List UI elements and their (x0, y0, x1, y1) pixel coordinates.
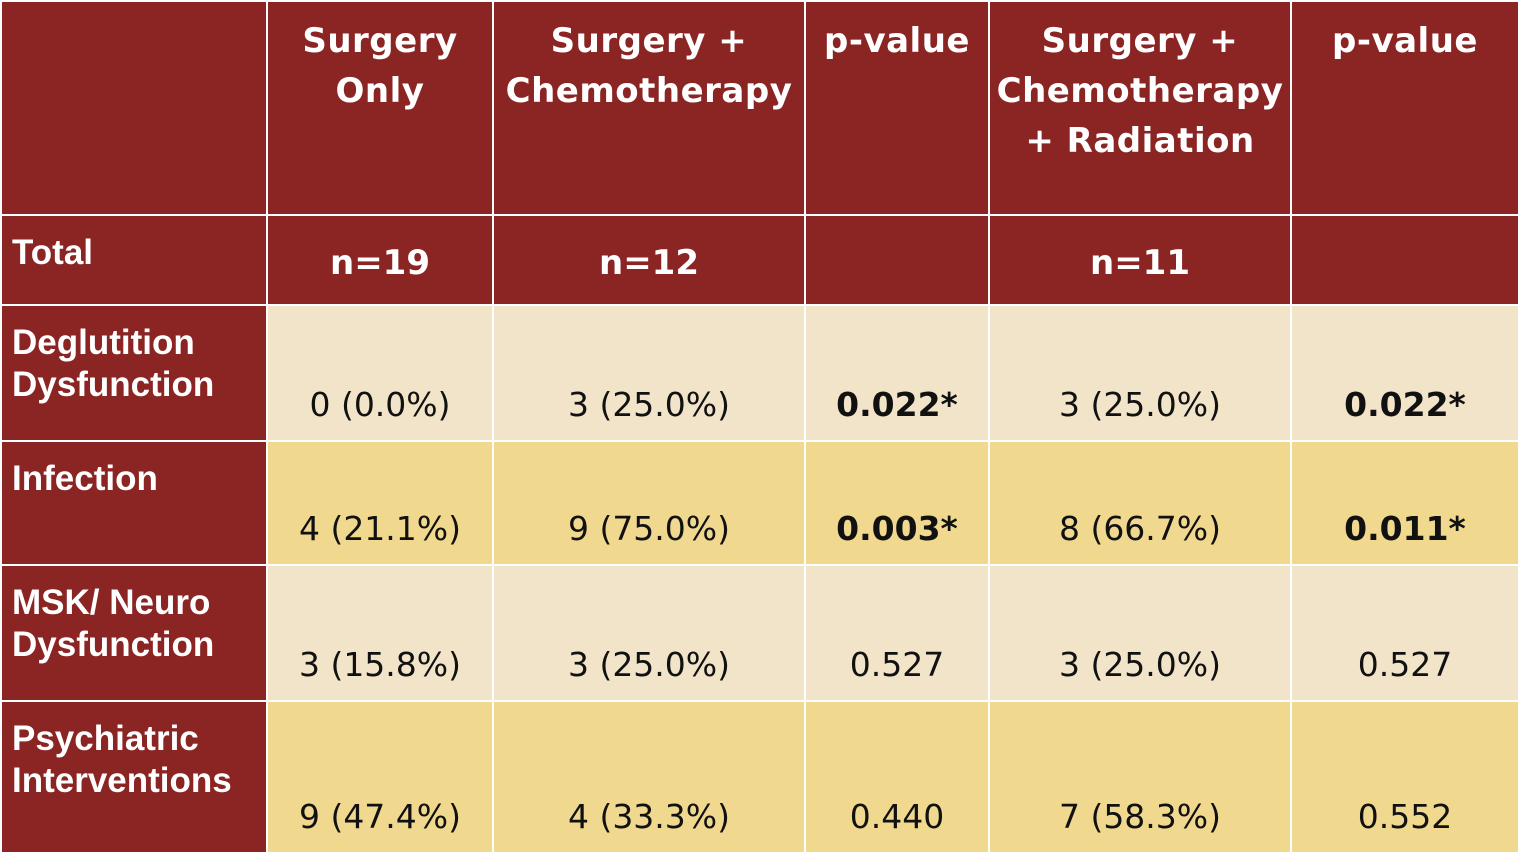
total-p-value-1 (804, 214, 990, 306)
total-surgery-chemo-radiation: n=11 (988, 214, 1292, 306)
header-surgery-only: Surgery Only (266, 0, 494, 216)
table-row-infection: Infection 4 (21.1%) 9 (75.0%) 0.003* 8 (… (0, 440, 1518, 566)
p-value-cell: 0.527 (804, 564, 990, 702)
table-cell: 4 (21.1%) (266, 440, 494, 566)
header-p-value-2: p-value (1290, 0, 1518, 216)
header-row: Surgery Only Surgery + Chemotherapy p-va… (0, 0, 1518, 216)
row-label-msk-neuro: MSK/ Neuro Dysfunction (0, 564, 268, 702)
table-cell: 9 (75.0%) (492, 440, 806, 566)
table-cell: 3 (25.0%) (492, 304, 806, 442)
row-label-psychiatric: Psychiatric Interventions (0, 700, 268, 854)
p-value-cell: 0.011* (1290, 440, 1518, 566)
p-value-cell: 0.440 (804, 700, 990, 854)
table-cell: 9 (47.4%) (266, 700, 494, 854)
table-cell: 3 (25.0%) (988, 564, 1292, 702)
total-p-value-2 (1290, 214, 1518, 306)
table-cell: 0 (0.0%) (266, 304, 494, 442)
header-p-value-1: p-value (804, 0, 990, 216)
p-value-cell: 0.003* (804, 440, 990, 566)
table-cell: 3 (15.8%) (266, 564, 494, 702)
p-value-cell: 0.022* (804, 304, 990, 442)
p-value-cell: 0.022* (1290, 304, 1518, 442)
table-cell: 4 (33.3%) (492, 700, 806, 854)
row-label-total: Total (0, 214, 268, 306)
header-surgery-chemo: Surgery + Chemotherapy (492, 0, 806, 216)
p-value-cell: 0.552 (1290, 700, 1518, 854)
total-surgery-chemo: n=12 (492, 214, 806, 306)
table-row-psychiatric: Psychiatric Interventions 9 (47.4%) 4 (3… (0, 700, 1518, 854)
row-label-infection: Infection (0, 440, 268, 566)
table-cell: 3 (25.0%) (988, 304, 1292, 442)
header-corner-cell (0, 0, 268, 216)
row-label-deglutition: Deglutition Dysfunction (0, 304, 268, 442)
table-cell: 7 (58.3%) (988, 700, 1292, 854)
total-row: Total n=19 n=12 n=11 (0, 214, 1518, 306)
table-row-msk-neuro: MSK/ Neuro Dysfunction 3 (15.8%) 3 (25.0… (0, 564, 1518, 702)
header-surgery-chemo-radiation: Surgery + Chemotherapy + Radiation (988, 0, 1292, 216)
table-cell: 8 (66.7%) (988, 440, 1292, 566)
table-row-deglutition: Deglutition Dysfunction 0 (0.0%) 3 (25.0… (0, 304, 1518, 442)
p-value-cell: 0.527 (1290, 564, 1518, 702)
total-surgery-only: n=19 (266, 214, 494, 306)
table-cell: 3 (25.0%) (492, 564, 806, 702)
